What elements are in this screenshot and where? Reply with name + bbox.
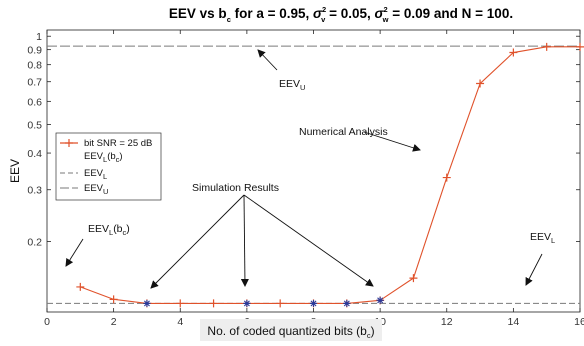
annotation-numerical-arrow <box>363 131 421 152</box>
analysis-line <box>80 46 580 304</box>
annotation-simulation-arrow-3 <box>243 194 374 287</box>
x-axis-label-close: ) <box>371 324 375 338</box>
x-axis-label: No. of coded quantized bits (bc) <box>207 324 374 340</box>
y-tick-label: 0.7 <box>27 77 42 89</box>
x-tick-label: 4 <box>177 316 183 328</box>
legend-entry-eevl: EEVL <box>60 168 107 181</box>
annotation-numerical: Numerical Analysis <box>299 126 421 152</box>
title-prefix: EEV vs b <box>169 6 227 21</box>
y-tick-label: 0.8 <box>27 60 42 72</box>
legend-eevu-label: EEVU <box>84 183 108 196</box>
annotation-numerical-label: Numerical Analysis <box>299 126 388 138</box>
y-axis-ticks: 0.2 0.3 0.4 0.5 0.6 0.7 0.8 0.9 1 <box>27 31 580 248</box>
x-axis-label-sub: c <box>367 331 371 340</box>
title-sigma-w: σ <box>375 6 385 21</box>
analysis-point <box>176 299 185 308</box>
chart-title: EEV vs bc for a = 0.95, σ2 v = 0.05, σ2 w … <box>169 5 513 24</box>
simulation-point <box>343 299 351 308</box>
simulation-point <box>376 296 384 304</box>
annotation-eevl: EEVL <box>525 231 555 286</box>
x-tick-label: 12 <box>441 316 453 328</box>
x-tick-label: 2 <box>111 316 117 328</box>
legend-box <box>55 132 162 201</box>
legend-analysis-marker <box>65 139 73 147</box>
title-sigma-v-val: = 0.05, <box>325 6 374 21</box>
analysis-point <box>442 173 451 182</box>
title-sigma-w-sup: 2 <box>383 5 387 14</box>
x-tick-label: 16 <box>574 316 584 328</box>
analysis-point <box>276 299 285 308</box>
x-tick-label: 14 <box>508 316 520 328</box>
annotation-eevl-bc-arrow <box>65 238 84 267</box>
annotation-eevu-arrow <box>257 49 278 71</box>
annotation-eevl-bc: EEVL(bc) <box>65 223 130 267</box>
legend-entry-eevu: EEVU <box>60 183 108 196</box>
title-sigma-v-sub: v <box>321 15 326 24</box>
simulation-point <box>243 299 251 308</box>
y-tick-label: 0.5 <box>27 120 42 132</box>
title-for-a: for a = 0.95, <box>231 6 313 21</box>
simulation-point <box>309 299 318 308</box>
simulation-point <box>143 299 151 308</box>
y-tick-label: 1 <box>36 31 42 43</box>
annotation-eevl-arrow <box>525 253 543 286</box>
annotation-eevl-bc-label: EEVL(bc) <box>88 223 130 237</box>
annotation-simulation-arrow-2 <box>240 194 249 287</box>
analysis-point <box>542 42 551 51</box>
analysis-point <box>109 295 118 304</box>
y-tick-label: 0.4 <box>27 148 42 160</box>
legend-entry-eevl-bc: EEVL(bc) <box>84 151 123 164</box>
x-axis-label-text: No. of coded quantized bits (b <box>207 324 367 338</box>
legend: bit SNR = 25 dB EEVL(bc) EEVL EEVU <box>55 132 162 201</box>
y-tick-label: 0.3 <box>27 185 42 197</box>
analysis-point <box>76 282 85 291</box>
y-tick-label: 0.6 <box>27 96 42 108</box>
title-prefix-sub: c <box>227 15 231 24</box>
y-tick-label: 0.2 <box>27 236 42 248</box>
legend-entry-analysis: bit SNR = 25 dB <box>60 138 152 149</box>
title-sigma-w-sub: w <box>382 15 389 24</box>
y-tick-label: 0.9 <box>27 45 42 57</box>
legend-eevl-bc-label: EEVL(bc) <box>84 151 123 164</box>
analysis-point <box>476 79 485 88</box>
legend-analysis-label: bit SNR = 25 dB <box>84 138 152 149</box>
annotation-simulation-arrow-1 <box>150 194 245 289</box>
legend-eevl-label: EEVL <box>84 168 107 181</box>
annotation-eevu: EEVU <box>257 49 305 92</box>
title-tail: = 0.09 and N = 100. <box>389 6 514 21</box>
analysis-point <box>409 274 418 283</box>
simulation-series <box>143 296 384 308</box>
analysis-point <box>209 299 218 308</box>
analysis-point <box>509 48 518 57</box>
analysis-point <box>576 42 584 51</box>
annotation-eevl-label: EEVL <box>530 231 555 245</box>
x-axis-label-bg <box>200 319 382 341</box>
annotation-simulation-label: Simulation Results <box>192 182 279 194</box>
x-tick-label: 0 <box>44 316 50 328</box>
y-axis-label: EEV <box>8 159 22 183</box>
title-sigma-v-sup: 2 <box>322 5 326 14</box>
title-sigma-v: σ <box>313 6 323 21</box>
annotation-eevu-label: EEVU <box>279 78 305 92</box>
annotation-simulation: Simulation Results <box>150 182 374 289</box>
